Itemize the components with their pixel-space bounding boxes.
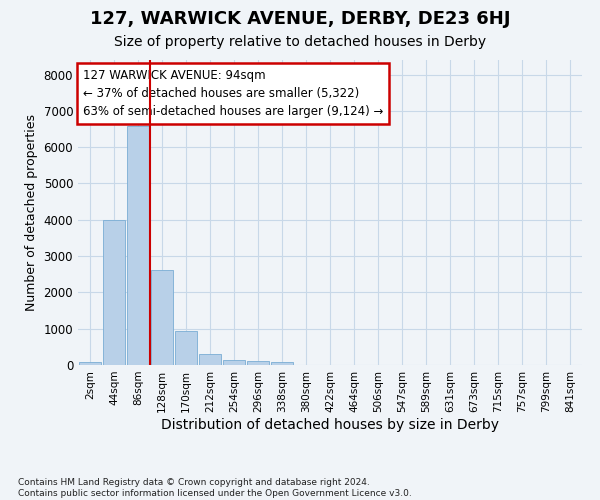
Y-axis label: Number of detached properties: Number of detached properties	[25, 114, 38, 311]
Text: 127 WARWICK AVENUE: 94sqm
← 37% of detached houses are smaller (5,322)
63% of se: 127 WARWICK AVENUE: 94sqm ← 37% of detac…	[83, 69, 383, 118]
Bar	[271, 362, 293, 365]
Text: Contains HM Land Registry data © Crown copyright and database right 2024.
Contai: Contains HM Land Registry data © Crown c…	[18, 478, 412, 498]
Bar	[103, 220, 125, 365]
Bar	[247, 361, 269, 365]
Bar	[223, 360, 245, 365]
Bar	[79, 362, 101, 365]
Bar	[127, 126, 149, 365]
Text: Size of property relative to detached houses in Derby: Size of property relative to detached ho…	[114, 35, 486, 49]
Bar	[199, 354, 221, 365]
Bar	[175, 330, 197, 365]
X-axis label: Distribution of detached houses by size in Derby: Distribution of detached houses by size …	[161, 418, 499, 432]
Bar	[151, 270, 173, 365]
Text: 127, WARWICK AVENUE, DERBY, DE23 6HJ: 127, WARWICK AVENUE, DERBY, DE23 6HJ	[90, 10, 510, 28]
